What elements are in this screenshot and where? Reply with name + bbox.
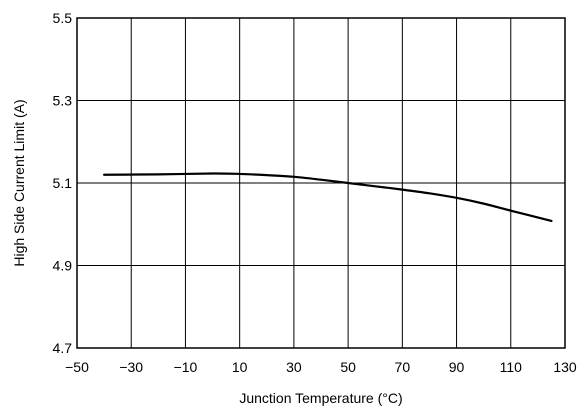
x-tick-label: 70 (395, 359, 411, 375)
plot-frame (76, 17, 566, 349)
x-tick-label: 90 (449, 359, 465, 375)
x-tick-label: 130 (553, 359, 577, 375)
y-tick-label: 5.1 (53, 175, 73, 191)
y-axis-ticks: 4.7 4.9 5.1 5.3 5.5 (53, 10, 73, 356)
y-tick-label: 4.7 (53, 340, 73, 356)
x-axis-label: Junction Temperature (°C) (239, 390, 402, 406)
series-layer (103, 172, 553, 223)
y-tick-label: 5.5 (53, 10, 73, 26)
x-tick-label: −10 (174, 359, 198, 375)
grid (77, 18, 565, 348)
y-axis-label: High Side Current Limit (A) (11, 99, 27, 266)
x-tick-label: 110 (500, 359, 523, 375)
x-tick-label: −30 (119, 359, 143, 375)
y-tick-label: 5.3 (53, 93, 73, 109)
x-axis-ticks: −50 −30 −10 10 30 50 70 90 110 130 (65, 359, 577, 375)
x-tick-label: 30 (286, 359, 302, 375)
x-tick-label: 10 (232, 359, 248, 375)
x-tick-label: 50 (340, 359, 356, 375)
y-tick-label: 4.9 (53, 258, 73, 274)
series-line (103, 172, 553, 223)
x-tick-label: −50 (65, 359, 89, 375)
